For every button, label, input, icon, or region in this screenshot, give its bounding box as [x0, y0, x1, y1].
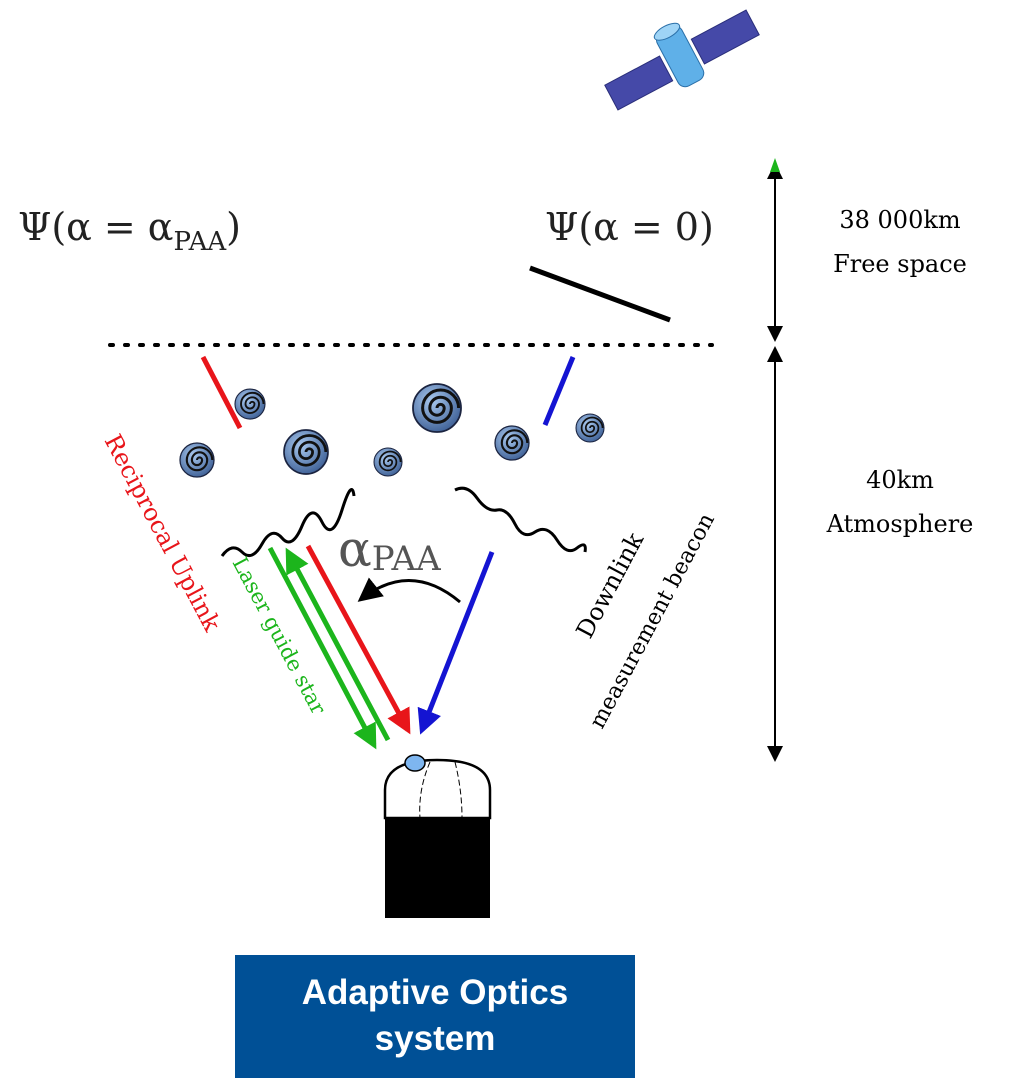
- distance-label: Atmosphere: [826, 510, 974, 538]
- telescope: [385, 755, 490, 918]
- angle-arrow: [360, 580, 460, 602]
- wave: [222, 490, 354, 556]
- formula: Ψ(α = αPAA): [18, 205, 241, 257]
- formula-end: ): [226, 205, 241, 249]
- angle-sub: PAA: [372, 539, 441, 579]
- diagram: 38 000km Free space 40km Atmosphere Ψ(α …: [0, 0, 1020, 1078]
- wavefront: [545, 357, 573, 425]
- formula-base: Ψ(α = α: [18, 205, 173, 249]
- wave: [455, 488, 585, 552]
- distance-value: 38 000km: [839, 206, 961, 234]
- system-label: system: [375, 1019, 496, 1058]
- formula: Ψ(α = 0): [545, 205, 714, 249]
- distance-value: 40km: [866, 466, 934, 494]
- arrow-tip: [770, 158, 780, 172]
- satellite: [594, 0, 765, 121]
- formula-sub: PAA: [173, 227, 227, 257]
- distance-label: Free space: [833, 250, 967, 278]
- page: 38 000km Free space 40km Atmosphere Ψ(α …: [0, 0, 1020, 1078]
- angle-label: αPAA: [338, 520, 441, 579]
- system-label: Adaptive Optics: [302, 973, 568, 1012]
- wavefront: [203, 357, 240, 428]
- turbulence: [180, 384, 604, 477]
- angle-base: α: [338, 520, 372, 578]
- beam: [288, 552, 388, 740]
- wavefront: [530, 268, 670, 320]
